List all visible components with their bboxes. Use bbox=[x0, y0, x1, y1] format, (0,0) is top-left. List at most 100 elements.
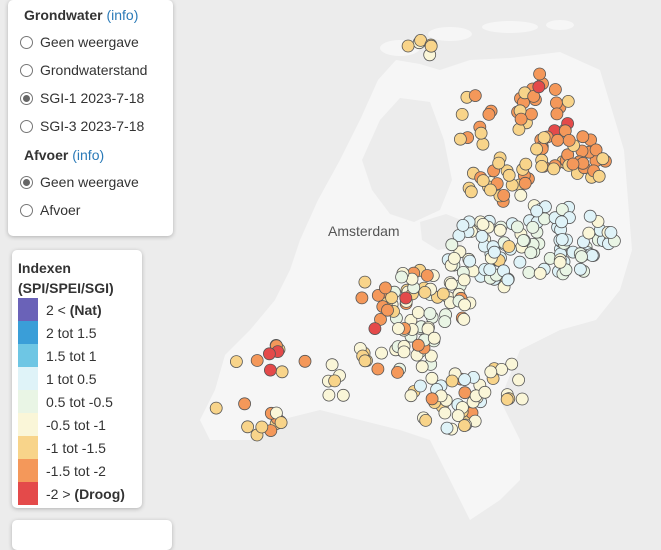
station-marker[interactable] bbox=[511, 220, 524, 234]
station-marker[interactable] bbox=[358, 354, 372, 368]
station-marker[interactable] bbox=[476, 137, 490, 151]
station-marker[interactable] bbox=[475, 229, 489, 243]
station-marker[interactable] bbox=[440, 421, 454, 435]
station-marker[interactable] bbox=[298, 354, 312, 368]
station-marker[interactable] bbox=[209, 401, 223, 415]
station-marker[interactable] bbox=[474, 126, 488, 140]
station-marker[interactable] bbox=[551, 133, 564, 147]
station-marker[interactable] bbox=[419, 413, 433, 427]
station-marker[interactable] bbox=[263, 363, 277, 377]
station-marker[interactable] bbox=[502, 240, 516, 253]
station-marker[interactable] bbox=[515, 392, 529, 406]
station-marker[interactable] bbox=[457, 419, 471, 433]
station-marker[interactable] bbox=[502, 168, 516, 182]
station-marker[interactable] bbox=[328, 374, 342, 388]
station-marker[interactable] bbox=[530, 204, 544, 218]
station-marker[interactable] bbox=[492, 156, 506, 170]
station-marker[interactable] bbox=[484, 183, 497, 197]
station-marker[interactable] bbox=[524, 246, 538, 260]
station-marker[interactable] bbox=[487, 245, 501, 259]
station-marker[interactable] bbox=[404, 389, 418, 403]
station-marker[interactable] bbox=[457, 312, 471, 326]
station-marker[interactable] bbox=[355, 291, 369, 305]
afvoer-info-link[interactable]: (info) bbox=[72, 147, 105, 163]
station-marker[interactable] bbox=[229, 355, 243, 369]
station-marker[interactable] bbox=[458, 386, 472, 400]
station-markers[interactable] bbox=[209, 34, 621, 442]
station-marker[interactable] bbox=[501, 273, 515, 287]
station-marker[interactable] bbox=[575, 250, 588, 264]
station-marker[interactable] bbox=[530, 142, 543, 156]
station-marker[interactable] bbox=[589, 143, 603, 157]
station-marker[interactable] bbox=[519, 157, 533, 171]
station-marker[interactable] bbox=[566, 157, 580, 171]
station-marker[interactable] bbox=[583, 209, 597, 223]
station-marker[interactable] bbox=[555, 215, 568, 229]
grondwater-info-link[interactable]: (info) bbox=[106, 7, 139, 23]
station-marker[interactable] bbox=[585, 249, 599, 262]
station-marker[interactable] bbox=[401, 39, 415, 53]
station-marker[interactable] bbox=[238, 397, 252, 411]
station-marker[interactable] bbox=[325, 358, 339, 372]
station-marker[interactable] bbox=[582, 226, 596, 240]
station-marker[interactable] bbox=[517, 234, 530, 247]
station-marker[interactable] bbox=[468, 89, 482, 102]
radio-button[interactable] bbox=[20, 203, 33, 217]
station-marker[interactable] bbox=[549, 83, 562, 96]
station-marker[interactable] bbox=[512, 373, 525, 387]
station-marker[interactable] bbox=[420, 269, 434, 282]
station-marker[interactable] bbox=[592, 169, 606, 183]
station-marker[interactable] bbox=[397, 345, 411, 359]
station-marker[interactable] bbox=[497, 188, 511, 202]
station-marker[interactable] bbox=[358, 275, 372, 289]
station-marker[interactable] bbox=[445, 374, 459, 388]
station-marker[interactable] bbox=[427, 331, 441, 345]
station-marker[interactable] bbox=[478, 385, 492, 399]
station-marker[interactable] bbox=[322, 388, 336, 402]
station-marker[interactable] bbox=[438, 315, 452, 329]
radio-button[interactable] bbox=[20, 119, 33, 133]
station-marker[interactable] bbox=[457, 273, 471, 287]
station-marker[interactable] bbox=[255, 420, 269, 434]
station-marker[interactable] bbox=[463, 254, 477, 268]
station-marker[interactable] bbox=[483, 263, 497, 277]
station-marker[interactable] bbox=[424, 39, 438, 53]
radio-button[interactable] bbox=[20, 35, 33, 49]
station-marker[interactable] bbox=[391, 365, 404, 379]
station-marker[interactable] bbox=[444, 277, 458, 291]
station-marker[interactable] bbox=[500, 392, 514, 406]
station-marker[interactable] bbox=[241, 420, 255, 434]
grondwater-option-2[interactable]: SGI-1 2023-7-18 bbox=[8, 84, 173, 112]
station-marker[interactable] bbox=[526, 220, 540, 234]
station-marker[interactable] bbox=[456, 218, 470, 232]
station-marker[interactable] bbox=[518, 176, 532, 190]
grondwater-option-1[interactable]: Grondwaterstand bbox=[8, 56, 173, 84]
station-marker[interactable] bbox=[562, 133, 576, 147]
station-marker[interactable] bbox=[423, 307, 437, 320]
station-marker[interactable] bbox=[555, 233, 569, 246]
station-marker[interactable] bbox=[476, 174, 490, 188]
station-marker[interactable] bbox=[455, 108, 469, 121]
station-marker[interactable] bbox=[596, 152, 610, 166]
station-marker[interactable] bbox=[576, 130, 590, 144]
station-marker[interactable] bbox=[275, 365, 289, 379]
radio-button[interactable] bbox=[20, 91, 33, 105]
station-marker[interactable] bbox=[550, 96, 563, 110]
station-marker[interactable] bbox=[418, 285, 432, 299]
station-marker[interactable] bbox=[381, 303, 394, 317]
station-marker[interactable] bbox=[537, 131, 551, 145]
station-marker[interactable] bbox=[411, 306, 425, 319]
station-marker[interactable] bbox=[476, 217, 490, 231]
station-marker[interactable] bbox=[445, 238, 459, 252]
station-marker[interactable] bbox=[533, 266, 547, 280]
station-marker[interactable] bbox=[336, 388, 350, 402]
station-marker[interactable] bbox=[514, 188, 528, 202]
station-marker[interactable] bbox=[262, 347, 276, 361]
station-marker[interactable] bbox=[464, 185, 478, 199]
station-marker[interactable] bbox=[413, 379, 427, 393]
station-marker[interactable] bbox=[532, 80, 546, 94]
station-marker[interactable] bbox=[574, 262, 587, 276]
station-marker[interactable] bbox=[385, 291, 399, 305]
station-marker[interactable] bbox=[561, 95, 575, 108]
station-marker[interactable] bbox=[547, 162, 561, 176]
